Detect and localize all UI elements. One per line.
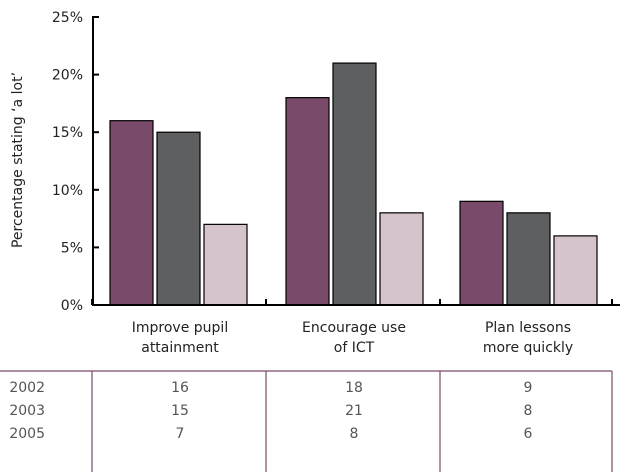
table-cell: 6 [524, 426, 533, 442]
category-label: attainment [141, 340, 219, 356]
category-label: Plan lessons [485, 320, 571, 336]
bars [109, 62, 598, 306]
table-cell: 9 [524, 380, 533, 396]
table-cell: 15 [171, 403, 189, 419]
table-cell: 16 [171, 380, 189, 396]
y-tick-label: 15% [52, 125, 83, 141]
category-label: more quickly [483, 340, 573, 356]
bar-2003-1 [156, 131, 201, 306]
bar-2005-3 [553, 235, 598, 306]
y-tick-label: 25% [52, 10, 83, 26]
y-tick-label: 0% [61, 298, 83, 314]
table-cell: 7 [176, 426, 185, 442]
y-axis-title: Percentage stating ‘a lot’ [10, 72, 26, 248]
bar-2005-1 [203, 223, 248, 306]
data-table: 2002 16 18 9 2003 15 21 8 2005 7 8 6 [0, 370, 613, 472]
y-tick-label: 10% [52, 183, 83, 199]
table-row-label: 2002 [9, 380, 45, 396]
bar-2002-2 [285, 97, 330, 306]
bar-2002-1 [109, 120, 154, 306]
category-label: Encourage use [302, 320, 406, 336]
bar-2003-3 [506, 212, 551, 306]
bar-2002-3 [459, 200, 504, 306]
table-row-label: 2003 [9, 403, 45, 419]
category-label: Improve pupil [132, 320, 228, 336]
table-row-label: 2005 [9, 426, 45, 442]
category-label: of ICT [334, 340, 375, 356]
table-cell: 21 [345, 403, 363, 419]
y-tick-label: 5% [61, 240, 83, 256]
table-cell: 8 [350, 426, 359, 442]
y-tick-label: 20% [52, 68, 83, 84]
bar-2003-2 [332, 62, 377, 306]
table-cell: 18 [345, 380, 363, 396]
x-axis: Improve pupil attainment Encourage use of I… [91, 299, 620, 356]
table-cell: 8 [524, 403, 533, 419]
bar-2005-2 [379, 212, 424, 306]
y-axis: 0% 5% 10% 15% 20% 25% [52, 10, 99, 314]
